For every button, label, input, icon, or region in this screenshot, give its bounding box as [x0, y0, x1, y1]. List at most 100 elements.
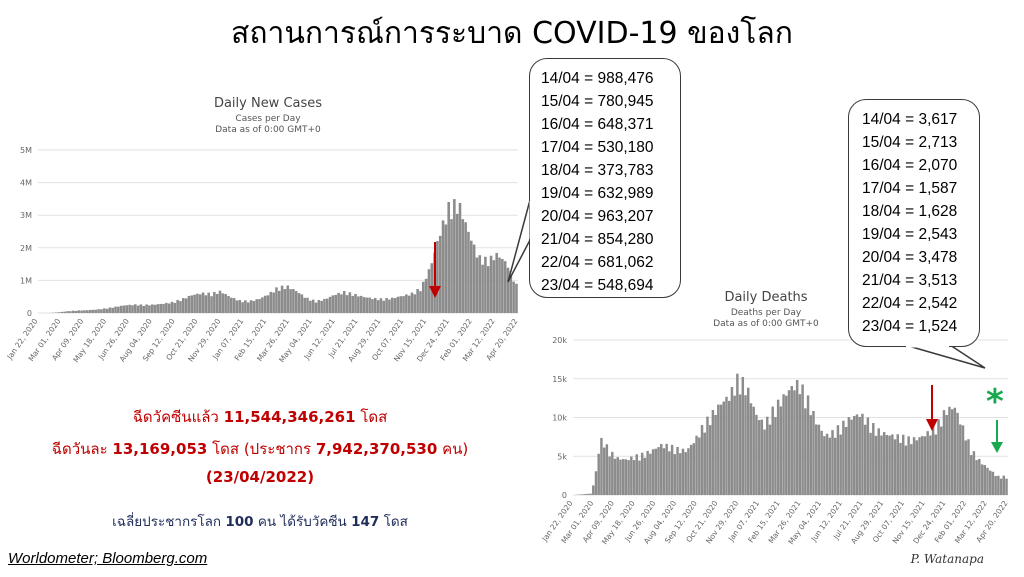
bar	[1002, 475, 1006, 495]
bar	[153, 304, 157, 313]
bar	[763, 429, 766, 495]
bar	[956, 412, 959, 495]
bar	[934, 434, 938, 495]
bar	[714, 414, 717, 495]
bar	[139, 304, 143, 313]
bar	[948, 406, 951, 495]
bar	[266, 295, 270, 313]
bar	[478, 255, 482, 313]
bar	[238, 300, 242, 313]
bar	[744, 395, 747, 495]
bar	[368, 297, 371, 313]
bar	[904, 445, 908, 495]
bar	[278, 290, 281, 313]
bar	[736, 373, 739, 495]
bar	[882, 432, 886, 495]
bar	[317, 300, 321, 313]
bar	[907, 436, 910, 495]
deaths-chart: Daily Deaths Deaths per Day Data as of 0:0…	[515, 285, 1024, 577]
bar	[196, 293, 199, 313]
bar	[390, 297, 394, 313]
bar	[945, 415, 948, 495]
bar	[747, 387, 750, 495]
bar	[402, 296, 405, 313]
bar	[334, 294, 338, 313]
bar	[340, 294, 343, 313]
bar	[114, 306, 117, 313]
bar	[749, 403, 753, 495]
bar	[213, 291, 216, 313]
bar	[836, 425, 840, 495]
bar	[201, 292, 205, 313]
bar	[888, 435, 891, 495]
bar	[97, 309, 100, 313]
bar	[458, 202, 462, 313]
bar	[689, 444, 693, 495]
bar	[725, 396, 728, 495]
vaccine-daily-line: ฉีดวันละ 13,169,053 โดส (ประชากร 7,942,3…	[0, 437, 520, 461]
bar	[766, 416, 769, 495]
bar	[486, 266, 490, 313]
bar	[869, 432, 872, 495]
cases-callout-row: 19/04 = 632,989	[541, 185, 654, 202]
bar	[853, 416, 856, 495]
bar	[828, 437, 832, 495]
bar	[649, 453, 652, 495]
bar	[866, 417, 870, 495]
bar	[896, 434, 899, 495]
bar	[589, 493, 592, 495]
bar	[921, 436, 924, 495]
bar	[646, 450, 649, 495]
bar	[173, 302, 177, 313]
bar	[280, 285, 284, 313]
bar	[455, 213, 459, 313]
bar	[289, 289, 292, 313]
bar	[461, 219, 465, 313]
bar	[594, 471, 598, 495]
bar	[885, 434, 889, 495]
bar	[961, 425, 965, 495]
cases-callout-row: 23/04 = 548,694	[541, 277, 654, 294]
cases-callout-row: 16/04 = 648,371	[541, 116, 654, 133]
bar	[359, 295, 363, 313]
bar	[263, 295, 267, 313]
bar	[413, 294, 417, 313]
cases-callout-row: 17/04 = 530,180	[541, 139, 654, 156]
bar	[706, 416, 709, 495]
bar	[261, 297, 264, 313]
bar	[326, 298, 329, 313]
cases-callout: 14/04 = 988,476 15/04 = 780,945 16/04 = 64…	[529, 58, 681, 298]
bar	[450, 219, 453, 313]
bar	[150, 304, 154, 313]
bar	[365, 297, 369, 313]
bar	[269, 291, 273, 313]
bar	[122, 305, 126, 313]
bar	[657, 447, 660, 495]
bar	[94, 309, 98, 313]
deaths-callout-row: 19/04 = 2,543	[862, 226, 958, 243]
bar	[880, 435, 883, 495]
bar	[297, 293, 301, 313]
bar	[283, 289, 287, 313]
bar	[804, 408, 807, 495]
bar	[498, 257, 501, 313]
bar	[424, 278, 428, 313]
bar	[698, 437, 701, 495]
y-tick-label: 10k	[552, 414, 567, 423]
chart-subtitle: Deaths per Day	[731, 308, 802, 318]
bar	[988, 470, 992, 495]
bar	[86, 310, 89, 313]
bar	[950, 409, 954, 495]
bar	[472, 244, 476, 313]
vaccine-total-label: ฉีดวัคซีนแล้ว	[132, 408, 219, 426]
bar	[399, 296, 402, 313]
bar	[311, 299, 315, 313]
bar	[616, 457, 619, 495]
green-asterisk: *	[986, 382, 1004, 422]
bar	[861, 413, 864, 495]
bar	[60, 311, 64, 313]
bar	[345, 295, 349, 313]
bar	[489, 255, 493, 313]
stats-date-text: (23/04/2022)	[205, 468, 315, 486]
cases-callout-row: 22/04 = 681,062	[541, 254, 654, 271]
